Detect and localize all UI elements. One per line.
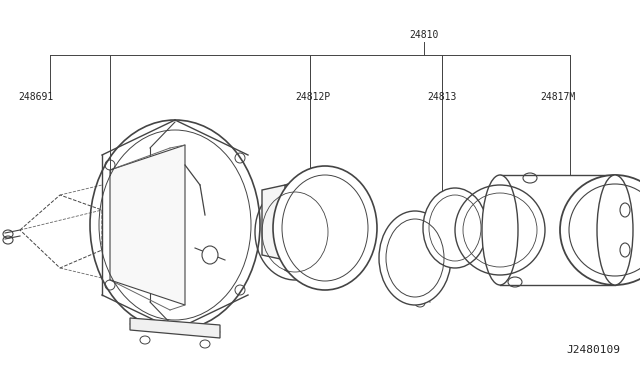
Text: 24810: 24810	[410, 30, 438, 40]
Ellipse shape	[423, 188, 487, 268]
Ellipse shape	[482, 175, 518, 285]
Polygon shape	[130, 318, 220, 338]
Ellipse shape	[560, 175, 640, 285]
Text: 24812P: 24812P	[295, 92, 330, 102]
Ellipse shape	[202, 246, 218, 264]
Ellipse shape	[379, 211, 451, 305]
Text: J2480109: J2480109	[566, 345, 620, 355]
Ellipse shape	[597, 175, 633, 285]
Ellipse shape	[255, 184, 335, 280]
Text: 248691: 248691	[18, 92, 53, 102]
Text: 24813: 24813	[427, 92, 456, 102]
Polygon shape	[262, 185, 285, 260]
Text: 24817M: 24817M	[540, 92, 575, 102]
Polygon shape	[415, 210, 450, 230]
Polygon shape	[110, 145, 185, 305]
Ellipse shape	[273, 166, 377, 290]
